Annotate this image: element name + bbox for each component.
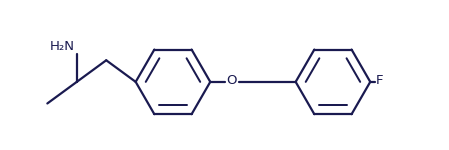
- Text: F: F: [376, 74, 383, 87]
- Text: H₂N: H₂N: [50, 40, 75, 53]
- Text: O: O: [227, 74, 237, 87]
